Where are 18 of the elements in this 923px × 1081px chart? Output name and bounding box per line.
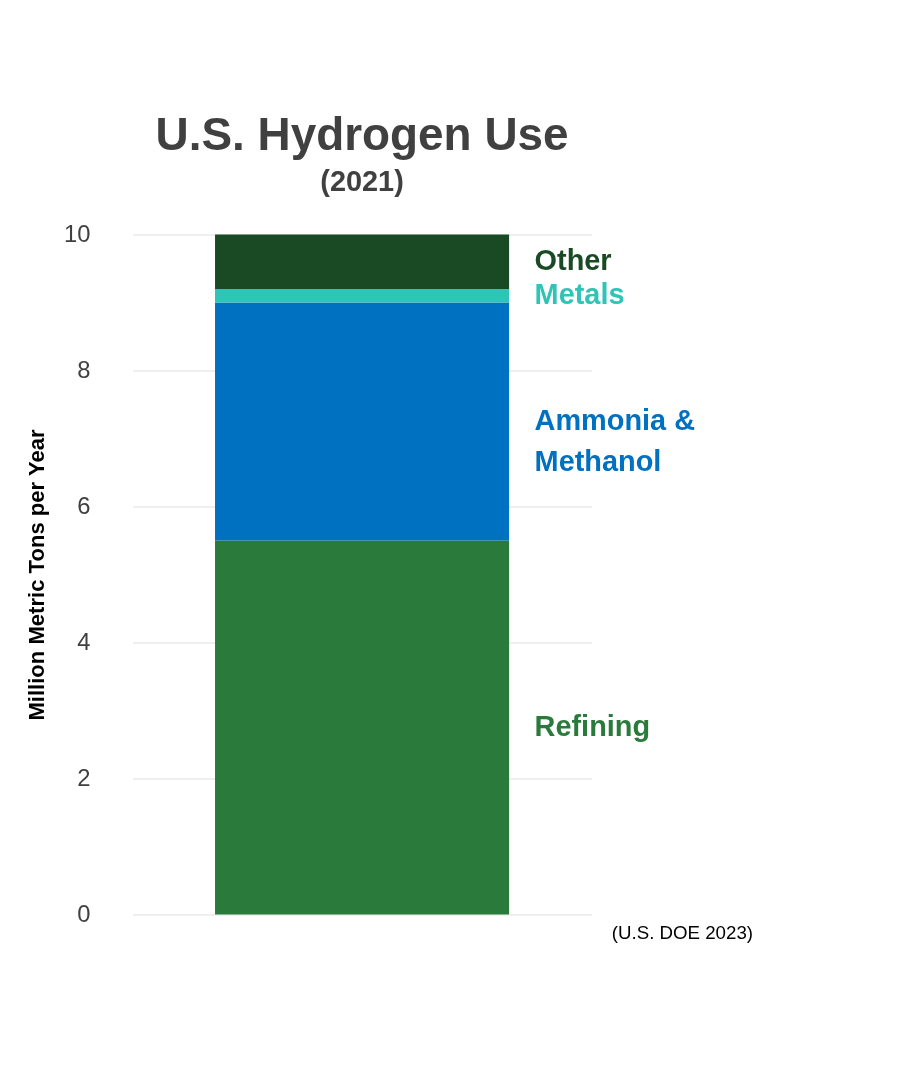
series-label: Metals (534, 278, 625, 311)
series-label: Other (534, 244, 612, 277)
chart-subtitle: (2021) (320, 165, 404, 198)
bar (215, 234, 510, 289)
y-axis-title: Million Metric Tons per Year (24, 429, 50, 721)
bar (215, 289, 510, 303)
y-tick-label: 10 (64, 219, 91, 247)
bar (215, 540, 510, 915)
series-label: Ammonia & Methanol (534, 404, 696, 477)
bar (215, 302, 510, 541)
series-label: Refining (534, 710, 651, 743)
y-tick-label: 8 (77, 355, 91, 383)
text: (U.S. DOE 2023) (611, 922, 754, 944)
y-tick-label: 2 (77, 763, 91, 791)
y-tick-label: 4 (77, 627, 91, 655)
chart-title: U.S. Hydrogen Use (155, 108, 569, 161)
y-tick-label: 6 (77, 491, 91, 519)
y-tick-label: 0 (77, 899, 91, 927)
